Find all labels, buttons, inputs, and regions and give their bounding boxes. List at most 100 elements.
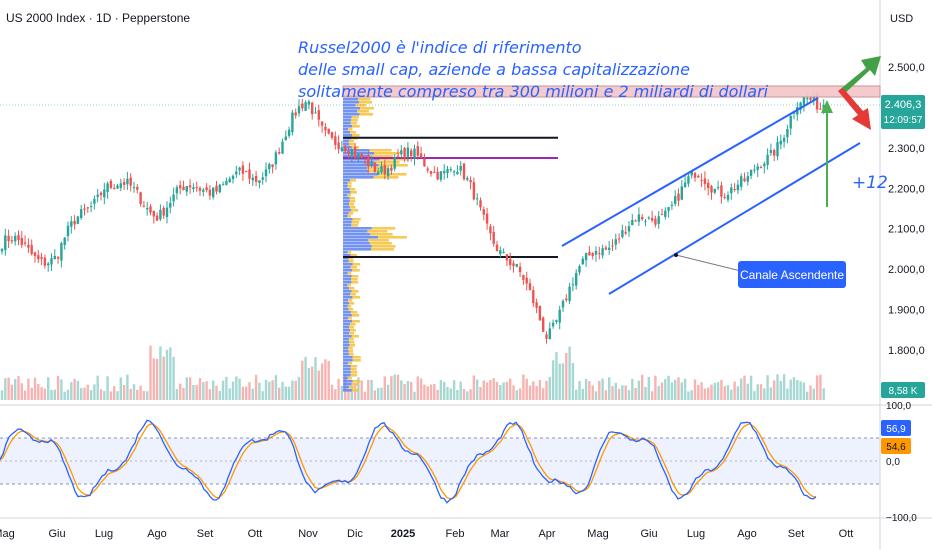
vp-bar-up [343, 389, 352, 392]
candle-body [47, 263, 50, 266]
volume-bar [37, 384, 40, 400]
candle-body [472, 182, 476, 200]
vp-bar-up [343, 254, 351, 257]
symbol-title[interactable]: US 2000 Index · 1D · Pepperstone [6, 11, 190, 25]
vp-bar-up [343, 317, 348, 320]
price-tick-4: 2.100,0 [888, 224, 925, 236]
candle-body [680, 186, 683, 200]
measure-arrow-head [821, 100, 833, 113]
vp-bar-down [348, 212, 354, 215]
candle-body [195, 187, 198, 189]
vp-bar-up [343, 359, 353, 362]
candle-body [601, 248, 604, 256]
vp-bar-down [348, 386, 354, 389]
volume-bar [677, 377, 680, 400]
channel-lower-line [608, 142, 861, 295]
candle-body [403, 148, 406, 159]
candle-body [215, 185, 218, 192]
candle-body [664, 210, 667, 217]
vp-bar-up [343, 371, 351, 374]
vp-bar-down [351, 209, 359, 212]
volume-bar [604, 390, 608, 400]
candle-body [350, 149, 353, 156]
vp-bar-down [351, 335, 359, 338]
vp-bar-up [343, 179, 351, 182]
candle-body [383, 165, 386, 175]
volume-bar [202, 382, 205, 400]
currency-label[interactable]: USD [890, 13, 913, 25]
candle-body [251, 177, 254, 181]
volume-bar [393, 374, 396, 400]
vp-bar-down [350, 131, 356, 134]
volume-bar [647, 376, 650, 400]
candle-body [30, 245, 33, 255]
vp-bar-down [347, 284, 352, 287]
candle-body [693, 173, 697, 178]
candle-body [238, 167, 241, 171]
volume-bar [205, 381, 208, 400]
candle-body [426, 168, 429, 171]
candle-body [320, 121, 324, 126]
volume-bar [406, 380, 410, 400]
candle-body [330, 132, 334, 138]
vp-bar-up [343, 290, 352, 293]
candle-body [410, 150, 413, 156]
volume-bar [641, 374, 644, 400]
vp-bar-up [343, 344, 350, 347]
candle-body [726, 194, 730, 200]
vp-bar-up [343, 266, 351, 269]
candle-body [76, 216, 80, 224]
candle-body [690, 170, 693, 176]
candle-body [763, 163, 766, 167]
vp-bar-up [343, 305, 348, 308]
candle-body [512, 263, 515, 267]
volume-bar [789, 379, 792, 400]
vp-bar-up [343, 314, 352, 317]
vp-bar-up [343, 134, 353, 137]
vp-bar-down [371, 248, 395, 251]
vp-bar-down [352, 269, 360, 272]
vp-bar-down [368, 239, 389, 242]
candle-body [357, 153, 360, 159]
volume-bar [433, 384, 436, 400]
volume-bar [334, 389, 337, 400]
vp-bar-down [357, 110, 369, 113]
volume-bar [439, 380, 443, 400]
vp-bar-down [347, 317, 352, 320]
volume-bar [43, 388, 47, 400]
volume-bar [608, 377, 611, 400]
volume-bar [522, 374, 525, 400]
candle-body [650, 217, 654, 221]
vp-bar-down [349, 200, 356, 203]
volume-bar [654, 375, 657, 400]
vp-bar-down [350, 254, 357, 257]
volume-bar [819, 374, 822, 400]
price-tick-2: 2.300,0 [888, 143, 925, 155]
candle-body [779, 140, 782, 145]
volume-bar [245, 386, 248, 400]
volume-bar [208, 389, 212, 400]
candle-body [756, 166, 759, 170]
candle-body [439, 171, 443, 180]
time-label-15: Ago [737, 528, 757, 540]
channel-upper-line [561, 97, 819, 247]
callout-box[interactable] [738, 261, 846, 288]
candle-body [23, 242, 27, 244]
time-label-11: Apr [538, 528, 555, 540]
vp-bar-down [348, 338, 354, 341]
vp-bar-up [343, 233, 371, 236]
d-value-label: 54,6 [886, 442, 906, 453]
vp-bar-up [343, 122, 351, 125]
vp-bar-down [349, 326, 355, 329]
vp-bar-down [347, 272, 352, 275]
vp-bar-down [349, 302, 355, 305]
volume-bar [192, 385, 195, 400]
vp-bar-up [343, 236, 379, 239]
volume-bar [512, 385, 515, 400]
candle-body [584, 252, 588, 261]
vp-bar-up [343, 356, 353, 359]
candle-body [235, 171, 238, 175]
vp-bar-down [347, 215, 352, 218]
time-label-13: Giu [640, 528, 657, 540]
